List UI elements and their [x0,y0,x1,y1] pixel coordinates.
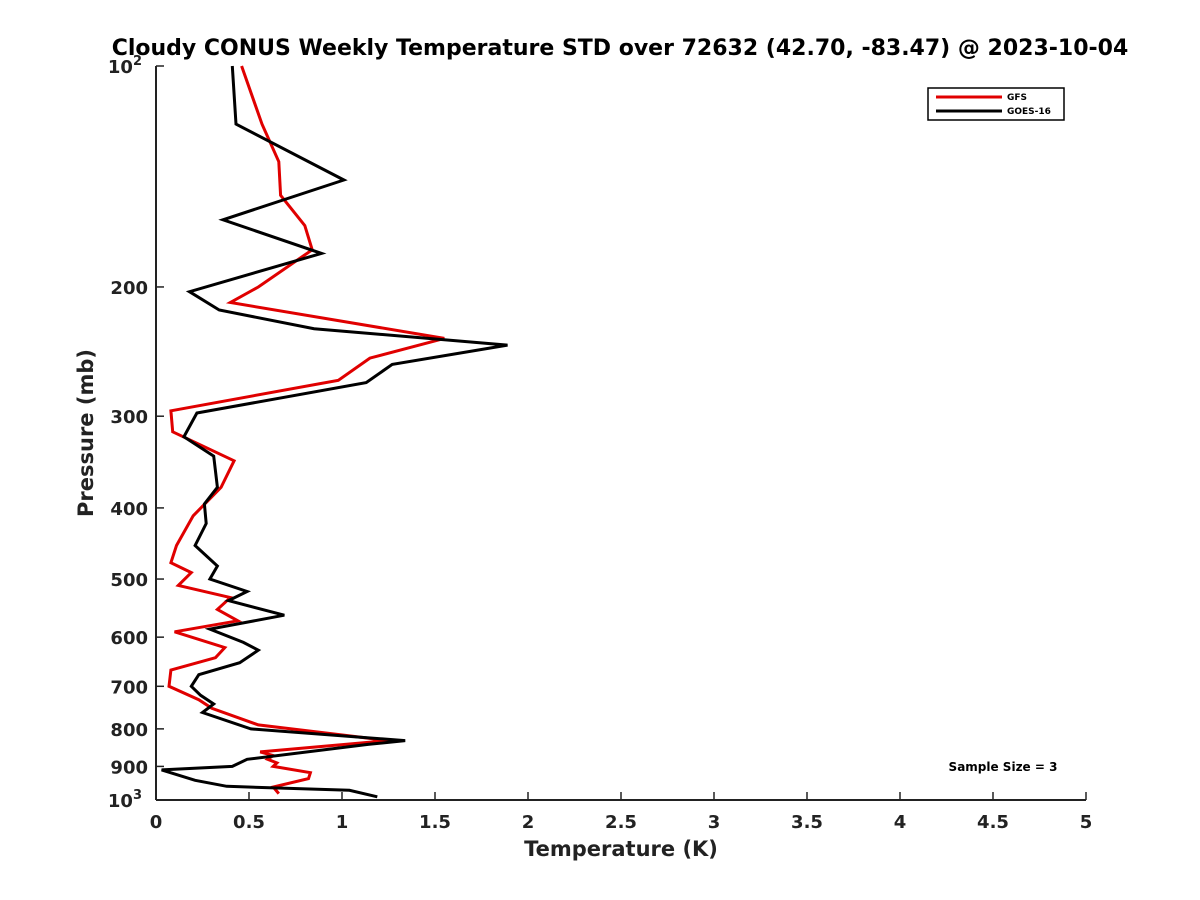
series-lines [161,65,508,799]
x-tick-label: 0 [150,812,163,833]
x-tick-label: 4.5 [977,812,1009,833]
chart-title: Cloudy CONUS Weekly Temperature STD over… [112,36,1129,61]
x-tick-label: 3.5 [791,812,823,833]
legend-box [927,87,1065,121]
x-tick-label: 2 [522,812,535,833]
y-tick-label: 700 [110,677,148,698]
plot-area [155,66,1086,801]
y-tick-label: 200 [110,278,148,299]
x-tick-label: 3 [708,812,721,833]
y-tick-label: 102 [108,54,142,78]
x-tick-label: 0.5 [233,812,265,833]
x-tick-label: 1.5 [419,812,451,833]
series-line-gfs [167,65,445,795]
x-tick-label: 5 [1080,812,1093,833]
legend: GFS GOES-16 [927,87,1065,121]
legend-label-gfs: GFS [1007,93,1027,103]
x-tick-label: 2.5 [605,812,637,833]
y-axis-label: Pressure (mb) [74,349,98,517]
y-tick-label: 500 [110,570,148,591]
y-tick-label: 400 [110,499,148,520]
y-tick-label: 800 [110,720,148,741]
y-tick-label: 103 [108,788,142,812]
y-tick-label: 900 [110,757,148,778]
x-tick-label: 4 [894,812,907,833]
y-axis-ticks: 102 200 300 400 500 600 700 800 900 103 [108,54,164,812]
x-axis-label: Temperature (K) [524,837,718,861]
y-tick-label: 600 [110,628,148,649]
x-axis-ticks: 0 0.5 1 1.5 2 2.5 3 3.5 4 4.5 5 [150,792,1093,833]
series-line-goes-16 [161,65,508,799]
x-tick-label: 1 [336,812,349,833]
y-tick-label: 300 [110,407,148,428]
sample-size-annotation: Sample Size = 3 [949,760,1058,774]
legend-label-goes-16: GOES-16 [1007,107,1051,117]
